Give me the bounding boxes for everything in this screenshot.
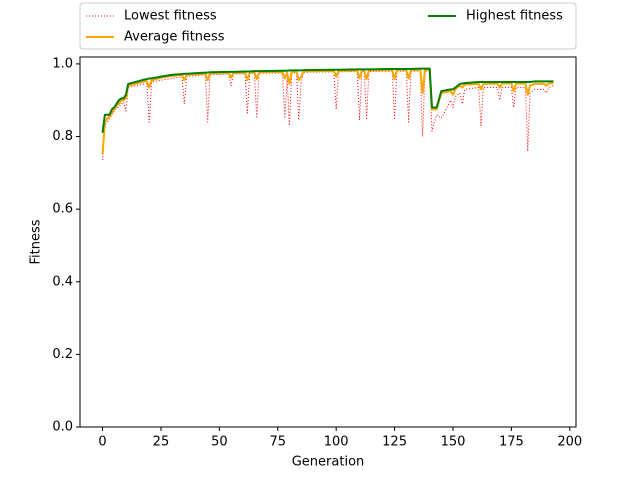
plot-frame bbox=[79, 56, 577, 428]
legend-label: Lowest fitness bbox=[124, 9, 217, 24]
x-axis-label: Generation bbox=[292, 455, 365, 470]
y-tick-label: 1.0 bbox=[52, 56, 73, 71]
data-line bbox=[102, 70, 554, 161]
x-tick-label: 175 bbox=[499, 435, 524, 450]
y-tick-label: 0.4 bbox=[52, 274, 73, 289]
y-tick-label: 0.0 bbox=[52, 420, 73, 435]
y-tick-label: 0.6 bbox=[52, 202, 73, 217]
data-line bbox=[101, 68, 554, 155]
x-tick-label: 100 bbox=[324, 435, 349, 450]
x-tick-label: 200 bbox=[557, 435, 582, 450]
y-tick-label: 0.8 bbox=[52, 129, 73, 144]
y-axis-label: Fitness bbox=[29, 219, 44, 264]
legend-label: Average fitness bbox=[124, 30, 225, 45]
x-tick-label: 75 bbox=[269, 435, 286, 450]
x-tick-label: 25 bbox=[153, 435, 170, 450]
legend-box bbox=[79, 2, 577, 50]
x-tick-label: 150 bbox=[441, 435, 466, 450]
data-line bbox=[101, 67, 554, 134]
x-tick-label: 50 bbox=[211, 435, 228, 450]
x-tick-label: 0 bbox=[98, 435, 106, 450]
x-tick-label: 125 bbox=[382, 435, 407, 450]
legend-label: Highest fitness bbox=[466, 9, 563, 24]
y-tick-label: 0.2 bbox=[52, 347, 73, 362]
